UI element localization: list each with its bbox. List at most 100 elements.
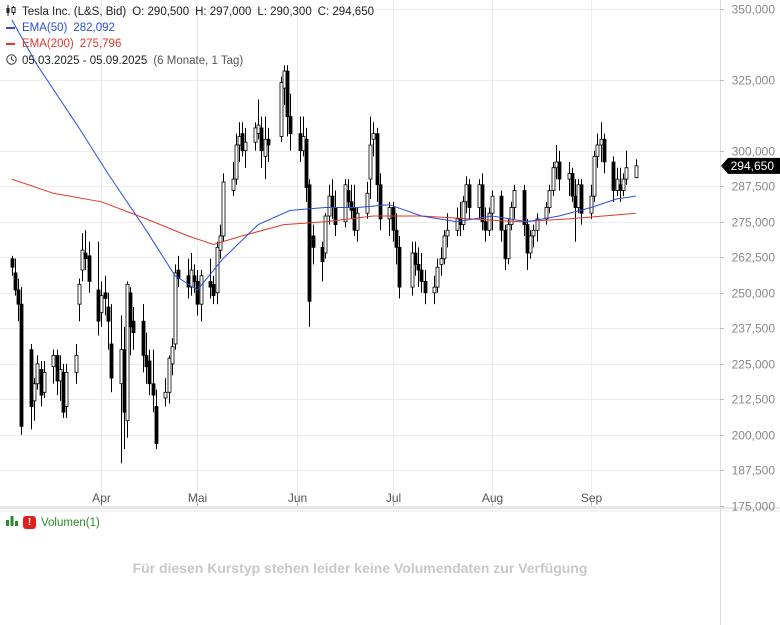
candle-down (208, 281, 213, 288)
legend-range[interactable]: 05.03.2025 - 05.09.2025 (6 Monate, 1 Tag… (6, 54, 243, 68)
candle-up (477, 184, 482, 208)
candle-down (298, 133, 303, 152)
candle-up (51, 354, 56, 368)
open-value: O: 290,500 (132, 6, 190, 18)
candle-up (189, 269, 194, 288)
candle-down (19, 303, 24, 427)
candle-down (349, 201, 354, 211)
candle-up (589, 195, 594, 214)
candle-up (624, 167, 629, 180)
candle-down (266, 138, 271, 146)
candle-up (512, 190, 517, 208)
candle-down (480, 184, 485, 223)
candle-down (304, 138, 309, 189)
ema200-value: 275,796 (79, 38, 122, 50)
grid-lines (0, 0, 720, 507)
candle-up (215, 246, 220, 294)
candle-down (103, 292, 108, 299)
candle-down (96, 289, 101, 322)
candlestick-icon (6, 5, 16, 19)
candle-down (307, 184, 312, 302)
candle-down (83, 252, 88, 260)
candle-up (32, 383, 37, 402)
x-tick-label: Jun (288, 491, 307, 505)
candle-up (199, 275, 204, 305)
candle-up (253, 127, 258, 143)
candle-down (259, 127, 264, 152)
candle-down (483, 221, 488, 231)
volume-unavailable-message: Für diesen Kurstyp stehen leider keine V… (132, 560, 588, 576)
candle-up (576, 184, 581, 208)
candle-up (231, 178, 236, 191)
candle-down (397, 246, 402, 288)
candle-up (547, 190, 552, 208)
candle-down (55, 354, 60, 382)
close-value: C: 294,650 (317, 6, 374, 18)
warning-icon: ! (23, 516, 36, 529)
candle-up (432, 286, 437, 294)
candle-down (499, 195, 504, 231)
candle-up (77, 283, 82, 305)
candle-down (109, 343, 114, 379)
candle-up (355, 212, 360, 231)
candle-up (234, 144, 239, 180)
last-price-tag (721, 157, 780, 174)
candle-up (371, 133, 376, 140)
candle-down (503, 229, 508, 260)
candle-up (263, 138, 268, 157)
candle-down (579, 184, 584, 214)
candle-up (323, 215, 328, 254)
candle-down (211, 283, 216, 297)
candle-down (423, 281, 428, 294)
candle-up (455, 218, 460, 231)
candle-up (544, 207, 549, 220)
candle-down (618, 184, 623, 191)
volume-bars-icon (6, 516, 18, 529)
candle-up (435, 266, 440, 288)
candle-up (554, 161, 559, 169)
candle-down (378, 184, 383, 220)
y-tick-label: 275,000 (732, 216, 776, 230)
candle-up (567, 173, 572, 180)
low-value: L: 290,300 (257, 6, 312, 18)
clock-icon (6, 54, 17, 68)
candle-down (10, 258, 15, 268)
candle-down (352, 207, 357, 231)
candle-down (419, 269, 424, 282)
candle-down (128, 292, 133, 328)
legend-instrument: Tesla Inc. (L&S, Bid) O: 290,500 H: 297,… (6, 5, 374, 19)
candle-up (461, 201, 466, 225)
candle-down (39, 369, 44, 396)
candle-up (279, 82, 284, 137)
candle-down (413, 252, 418, 265)
legend-ema50[interactable]: EMA(50) 282,092 (6, 22, 115, 34)
candle-up (592, 155, 597, 197)
ema50-line (11, 19, 636, 291)
volume-legend[interactable]: ! Volumen(1) (6, 516, 100, 529)
ema50-value: 282,092 (73, 22, 115, 34)
candle-up (163, 391, 168, 399)
last-price-label: 294,650 (731, 159, 775, 173)
candle-up (487, 212, 492, 231)
candle-down (320, 246, 325, 262)
candle-up (237, 136, 242, 146)
candle-up (595, 144, 600, 157)
candle-down (13, 272, 18, 291)
candle-up (464, 184, 469, 203)
candle-down (131, 320, 136, 333)
candle-down (573, 195, 578, 208)
candle-down (147, 360, 152, 385)
candle-down (106, 306, 111, 322)
candle-up (167, 357, 172, 393)
candle-down (394, 229, 399, 248)
legend-ema200[interactable]: EMA(200) 275,796 (6, 38, 121, 50)
candle-up (64, 371, 69, 407)
y-tick-label: 175,000 (732, 500, 776, 514)
candle-down (570, 173, 575, 197)
y-tick-label: 225,000 (732, 358, 776, 372)
y-tick-label: 262,500 (732, 251, 776, 265)
candle-up (445, 229, 450, 237)
candle-down (285, 70, 290, 117)
date-range: 05.03.2025 - 05.09.2025 (22, 55, 148, 67)
